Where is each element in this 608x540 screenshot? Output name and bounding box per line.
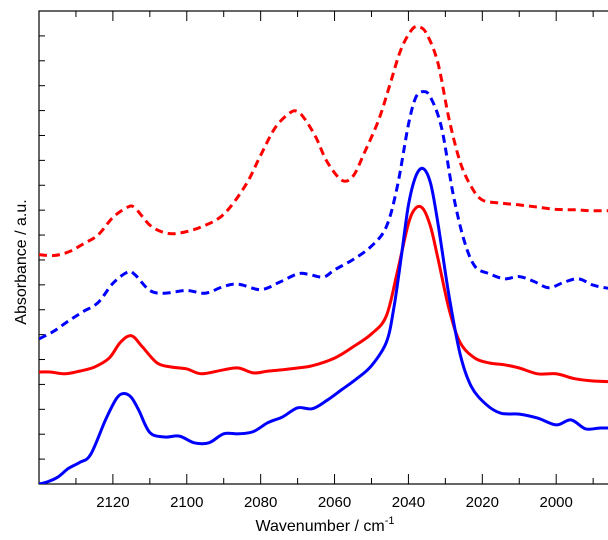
x-tick-label: 2080 — [244, 494, 277, 511]
x-axis-tick-labels: 2120 2100 2080 2060 2040 2020 2000 — [96, 494, 573, 511]
y-axis-title: Absorbance / a.u. — [13, 199, 30, 324]
x-axis-title-superscript: -1 — [385, 515, 395, 527]
series-blue-dashed — [39, 90, 608, 341]
series-layer — [39, 24, 608, 484]
x-tick-label: 2000 — [540, 494, 573, 511]
x-tick-label: 2100 — [170, 494, 203, 511]
x-tick-label: 2020 — [466, 494, 499, 511]
x-tick-label: 2120 — [96, 494, 129, 511]
x-tick-label: 2060 — [318, 494, 351, 511]
plot-frame — [38, 10, 608, 485]
series-red-solid — [39, 204, 608, 384]
x-axis-title: Wavenumber / cm-1 — [256, 515, 395, 535]
y-axis-ticks — [39, 10, 45, 485]
series-red-dashed — [39, 24, 608, 258]
plot-area-border — [38, 10, 608, 485]
x-axis-title-main: Wavenumber / cm — [256, 518, 385, 535]
x-tick-label: 2040 — [392, 494, 425, 511]
x-axis-ticks — [75, 11, 594, 484]
series-blue-solid — [39, 166, 608, 484]
